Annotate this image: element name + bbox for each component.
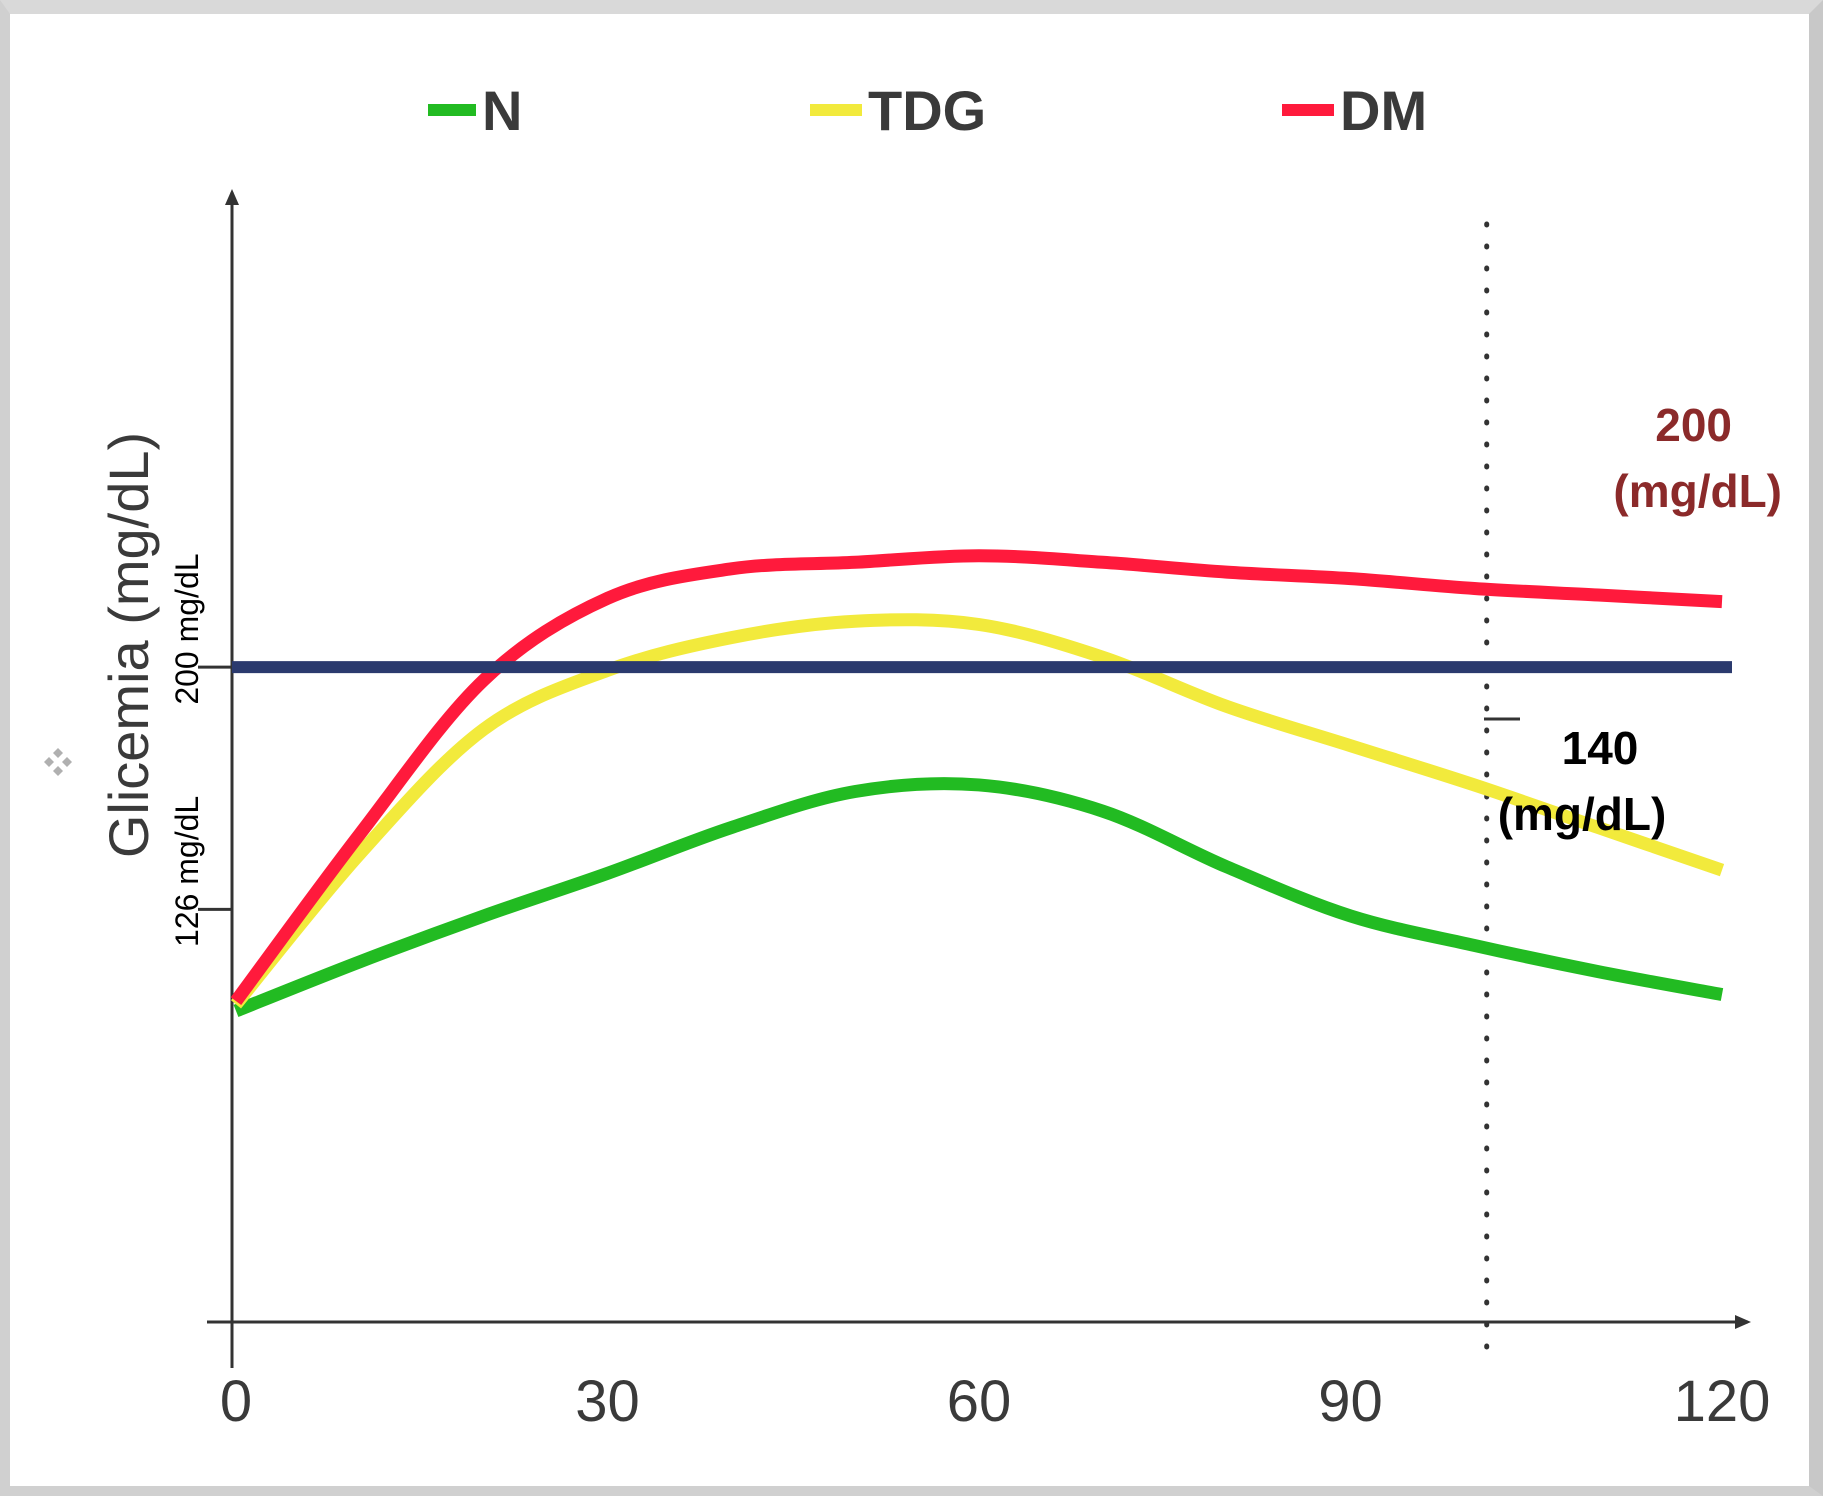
legend-label-tdg: TDG [868, 79, 986, 142]
legend-entry-n: N [428, 79, 522, 142]
diamond-cluster-icon [44, 748, 72, 776]
x-tick-label-120: 120 [1674, 1369, 1771, 1434]
x-ticks: 0 30 60 90 120 [220, 1369, 1771, 1434]
annotation-200-unit: (mg/dL) [1613, 465, 1782, 517]
series-line-tdg [230, 613, 1725, 1009]
annotation-200: 200 (mg/dL) [1613, 399, 1782, 517]
legend-swatch-tdg [810, 104, 862, 116]
legend: N TDG DM [428, 79, 1427, 142]
y-axis-title: Glicemia (mg/dL) [97, 432, 160, 858]
annotation-140-value: 140 [1562, 722, 1639, 774]
annotation-140-unit: (mg/dL) [1498, 788, 1667, 840]
annotation-200-value: 200 [1655, 399, 1732, 451]
x-tick-label-60: 60 [947, 1369, 1012, 1434]
annotation-140: 140 (mg/dL) [1484, 717, 1667, 840]
legend-label-dm: DM [1340, 79, 1427, 142]
x-tick-label-90: 90 [1318, 1369, 1383, 1434]
bullet-icon-wrap [44, 748, 72, 776]
series-line-dm [230, 549, 1723, 1005]
y-mark-label-126: 126 mg/dL [169, 796, 205, 947]
series-lines [230, 549, 1725, 1017]
legend-entry-tdg: TDG [810, 79, 986, 142]
y-mark-label-200: 200 mg/dL [169, 553, 205, 704]
x-tick-label-0: 0 [220, 1369, 252, 1434]
series-line-n [233, 777, 1724, 1017]
y-marks: 200 mg/dL 126 mg/dL [169, 553, 232, 947]
legend-swatch-dm [1282, 104, 1334, 116]
legend-entry-dm: DM [1282, 79, 1427, 142]
legend-swatch-n [428, 104, 476, 116]
legend-label-n: N [482, 79, 522, 142]
x-tick-label-30: 30 [575, 1369, 640, 1434]
